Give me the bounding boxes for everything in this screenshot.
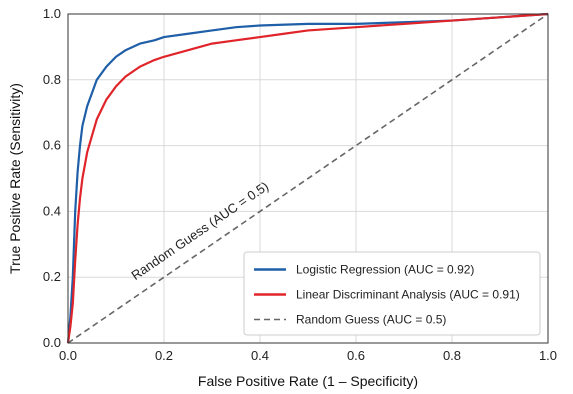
y-tick-label-5: 1.0 [43, 6, 61, 21]
y-tick-label-4: 0.8 [43, 72, 61, 87]
x-tick-label-5: 1.0 [539, 348, 557, 363]
series-line-2 [67, 13, 549, 344]
legend: Logistic Regression (AUC = 0.92) Linear D… [243, 251, 541, 336]
legend-label-1: Linear Discriminant Analysis (AUC = 0.91… [296, 288, 520, 302]
y-tick-label-3: 0.6 [43, 138, 61, 153]
x-axis-title: False Positive Rate (1 – Specificity) [198, 373, 418, 389]
x-tick-label-2: 0.4 [251, 348, 269, 363]
y-axis-title: True Positive Rate (Sensitivity) [7, 83, 23, 274]
series-line-0 [66, 12, 549, 344]
axes-layer [67, 13, 549, 344]
series-line-1 [66, 12, 549, 344]
legend-label-0: Logistic Regression (AUC = 0.92) [296, 263, 474, 277]
x-tick-label-3: 0.6 [347, 348, 365, 363]
y-tick-label-1: 0.2 [43, 269, 61, 284]
y-tick-label-2: 0.4 [43, 203, 61, 218]
x-tick-label-4: 0.8 [443, 348, 461, 363]
x-tick-label-1: 0.2 [155, 348, 173, 363]
x-tick-label-0: 0.0 [59, 348, 77, 363]
y-tick-label-0: 0.0 [43, 335, 61, 350]
series-layer [66, 12, 549, 344]
plot-frame [67, 13, 549, 344]
legend-label-2: Random Guess (AUC = 0.5) [296, 313, 446, 327]
legend-box [243, 251, 541, 336]
